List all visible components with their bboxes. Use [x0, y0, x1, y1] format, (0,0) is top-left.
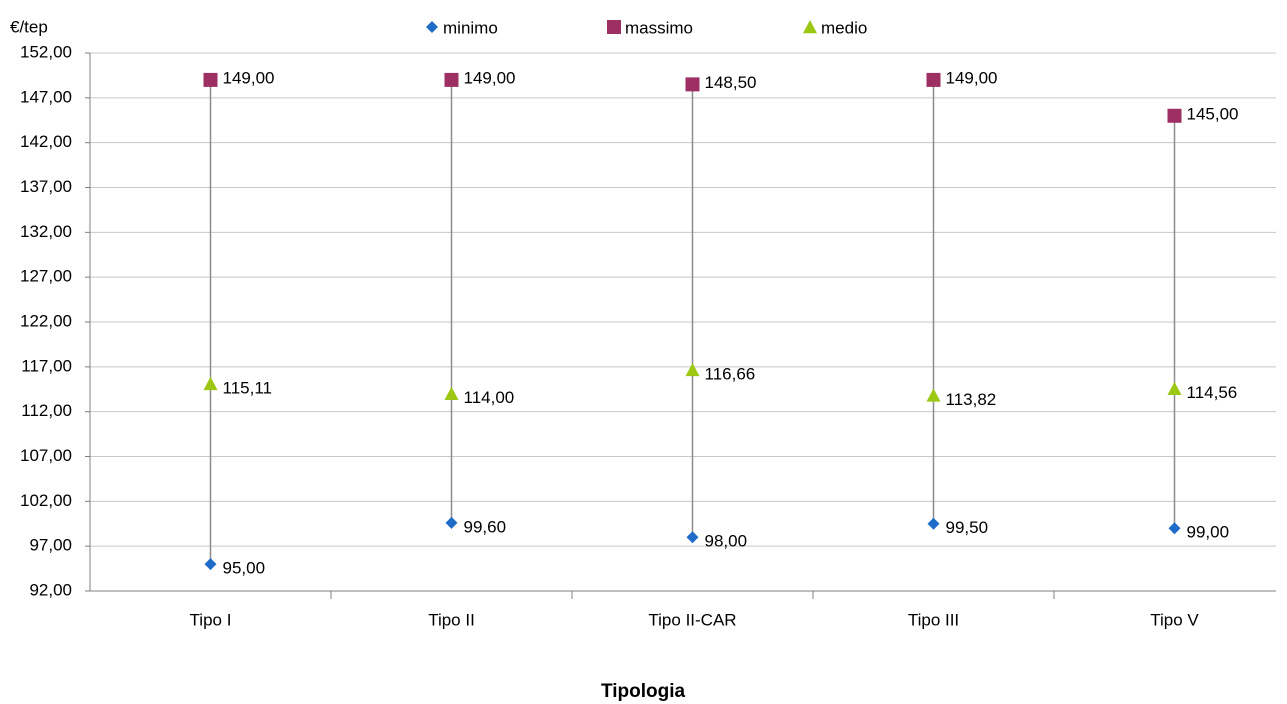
marker-triangle	[1167, 381, 1182, 396]
legend-label: medio	[821, 18, 867, 37]
y-tick-label: 107,00	[20, 446, 72, 465]
data-label: 145,00	[1187, 104, 1239, 123]
marker-square	[685, 77, 700, 92]
marker-diamond	[686, 531, 699, 544]
marker-square	[1167, 108, 1182, 123]
marker-triangle	[926, 388, 941, 402]
marker-triangle	[444, 386, 459, 401]
x-tick-label: Tipo II-CAR	[648, 610, 736, 629]
x-tick-label: Tipo V	[1150, 610, 1199, 629]
y-tick-label: 132,00	[20, 222, 72, 241]
marker-diamond	[1168, 522, 1181, 535]
x-tick-label: Tipo I	[190, 610, 232, 629]
data-label: 95,00	[223, 559, 266, 578]
marker-square	[926, 72, 941, 87]
data-label: 148,50	[705, 73, 757, 92]
data-label: 149,00	[464, 68, 516, 87]
marker-diamond	[204, 558, 217, 571]
marker-diamond	[927, 517, 940, 530]
y-tick-label: 92,00	[29, 580, 72, 599]
y-tick-label: 102,00	[20, 491, 72, 510]
x-axis-title: Tipologia	[601, 681, 686, 702]
data-label: 99,00	[1187, 523, 1230, 542]
y-tick-label: 142,00	[20, 132, 72, 151]
y-tick-label: 152,00	[20, 42, 72, 61]
legend-label: minimo	[443, 18, 498, 37]
y-tick-label: 122,00	[20, 311, 72, 330]
y-tick-label: 127,00	[20, 267, 72, 286]
y-axis-title: €/tep	[10, 17, 48, 36]
data-label: 99,50	[946, 518, 989, 537]
y-tick-label: 137,00	[20, 177, 72, 196]
data-label: 98,00	[705, 532, 748, 551]
y-tick-label: 112,00	[21, 401, 72, 420]
y-tick-label: 97,00	[29, 536, 72, 555]
data-label: 114,56	[1187, 383, 1238, 402]
marker-diamond	[445, 516, 458, 529]
legend-label: massimo	[625, 18, 693, 37]
marker-square	[203, 72, 218, 87]
legend-marker	[426, 21, 438, 33]
y-tick-label: 117,00	[21, 356, 72, 375]
data-label: 115,11	[223, 378, 272, 397]
y-tick-label: 147,00	[20, 87, 72, 106]
data-label: 116,66	[705, 364, 756, 383]
data-label: 113,82	[946, 390, 997, 409]
legend-marker	[607, 20, 621, 34]
legend-marker	[803, 20, 817, 34]
marker-triangle	[203, 376, 218, 391]
marker-square	[444, 72, 459, 87]
data-label: 149,00	[946, 68, 998, 87]
data-label: 114,00	[464, 388, 515, 407]
x-tick-label: Tipo II	[428, 610, 475, 629]
data-label: 149,00	[223, 68, 275, 87]
x-tick-label: Tipo III	[908, 610, 959, 629]
marker-triangle	[685, 362, 700, 377]
data-label: 99,60	[464, 517, 507, 536]
